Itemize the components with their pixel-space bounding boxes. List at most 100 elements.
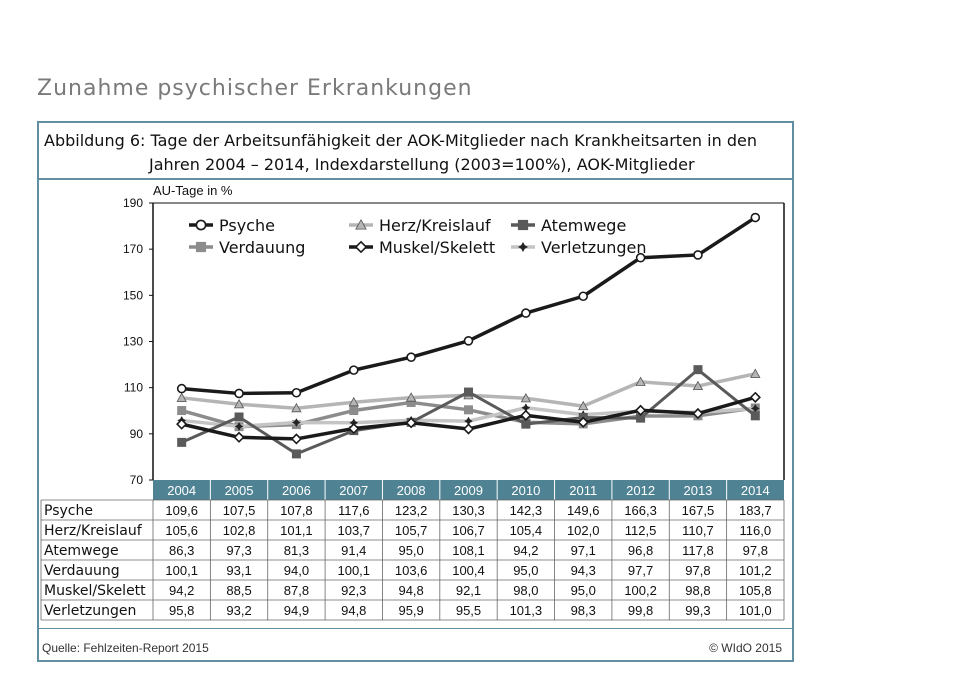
table-cell-value: 94,2 (169, 583, 194, 598)
table-cell-value: 100,4 (452, 563, 485, 578)
table-cell-value: 101,3 (510, 603, 543, 618)
table-row-label: Herz/Kreislauf (44, 523, 143, 539)
data-point (750, 212, 761, 223)
data-point (693, 365, 703, 375)
legend-label: Verdauung (219, 238, 305, 257)
data-point (578, 291, 589, 302)
table-cell-value: 103,6 (395, 563, 428, 578)
data-point (578, 400, 589, 411)
table-cell-value: 105,4 (510, 523, 543, 538)
data-point (577, 416, 589, 428)
table-row-label: Psyche (44, 503, 93, 519)
data-point (233, 398, 245, 409)
table-cell-value: 183,7 (739, 503, 772, 518)
table-cell-value: 94,8 (398, 583, 423, 598)
slide-title: Zunahme psychischer Erkrankungen (37, 76, 473, 101)
data-point (234, 388, 244, 399)
data-point (348, 422, 360, 435)
x-tick-label: 2004 (167, 483, 196, 498)
data-point (464, 387, 473, 397)
data-point (177, 437, 187, 447)
legend-label: Verletzungen (541, 238, 647, 257)
table-cell-value: 95,5 (456, 603, 481, 618)
table-cell-value: 91,4 (341, 543, 366, 558)
x-tick-label: 2014 (741, 483, 770, 498)
legend-marker (355, 219, 367, 230)
data-point (520, 392, 532, 403)
table-row-label: Muskel/Skelett (44, 583, 146, 599)
data-point (233, 431, 245, 443)
table-cell-value: 98,0 (513, 583, 538, 598)
table-cell-value: 94,3 (571, 563, 596, 578)
x-tick-label: 2006 (282, 483, 311, 498)
table-cell-value: 98,8 (685, 583, 710, 598)
table-cell-value: 107,5 (223, 503, 256, 518)
table-cell-value: 107,8 (280, 503, 313, 518)
y-tick-label: 90 (130, 427, 144, 441)
table-cell-value: 101,2 (739, 563, 772, 578)
table-cell-value: 166,3 (624, 503, 657, 518)
table-cell-value: 95,9 (398, 603, 423, 618)
table-cell-value: 97,1 (571, 543, 596, 558)
data-point (348, 365, 359, 375)
figure-frame: Abbildung 6: Tage der Arbeitsunfähigkeit… (37, 121, 794, 662)
legend-marker (517, 241, 529, 253)
y-tick-label: 70 (130, 473, 144, 487)
y-tick-label: 170 (123, 242, 143, 256)
table-cell-value: 108,1 (452, 543, 485, 558)
table-cell-value: 97,7 (628, 563, 653, 578)
table-cell-value: 94,8 (341, 603, 366, 618)
legend-marker (195, 219, 207, 231)
data-point (291, 449, 301, 459)
data-point (290, 433, 303, 445)
table-cell-value: 117,8 (682, 543, 714, 558)
table-cell-value: 149,6 (567, 503, 600, 518)
caption-line-1: Abbildung 6: Tage der Arbeitsunfähigkeit… (44, 131, 757, 150)
legend-marker (195, 241, 207, 253)
table-cell-value: 105,7 (395, 523, 428, 538)
table-cell-value: 100,1 (337, 563, 370, 578)
data-point (692, 380, 704, 391)
table-cell-value: 123,2 (395, 503, 428, 518)
table-cell-value: 100,1 (165, 563, 198, 578)
table-cell-value: 81,3 (284, 543, 309, 558)
legend-label: Muskel/Skelett (379, 238, 495, 257)
table-cell-value: 101,0 (739, 603, 772, 618)
table-cell-value: 95,0 (513, 563, 538, 578)
table-cell-value: 94,0 (284, 563, 309, 578)
legend-label: Herz/Kreislauf (379, 216, 491, 235)
data-point (692, 407, 704, 420)
data-point (405, 392, 417, 402)
data-point (177, 406, 187, 416)
table-row-label: Verdauung (44, 563, 120, 579)
data-point (405, 417, 417, 429)
table-cell-value: 94,9 (284, 603, 309, 618)
x-tick-label: 2013 (683, 483, 712, 498)
source-note: Quelle: Fehlzeiten-Report 2015 (42, 641, 209, 655)
figure-caption: Abbildung 6: Tage der Arbeitsunfähigkeit… (44, 129, 757, 177)
data-point (291, 417, 301, 428)
y-axis-label: AU-Tage in % (153, 183, 233, 198)
table-cell-value: 117,6 (338, 503, 370, 518)
line-chart: 70 90 110 130 150 170 190 AU-Tage in % Psyche Her… (40, 183, 785, 621)
data-point (234, 412, 244, 422)
table-cell-value: 112,5 (625, 523, 657, 538)
table-cell-value: 97,8 (685, 563, 710, 578)
data-point (635, 376, 646, 386)
data-point (406, 352, 416, 362)
data-point (520, 409, 532, 421)
data-point (750, 411, 760, 421)
table-cell-value: 106,7 (452, 523, 485, 538)
data-point (750, 368, 761, 378)
caption-line-2: Jahren 2004 – 2014, Indexdarstellung (20… (149, 155, 695, 174)
data-point (634, 404, 647, 416)
x-tick-label: 2011 (569, 483, 597, 498)
x-tick-label: 2007 (339, 483, 368, 498)
table-cell-value: 97,3 (226, 543, 251, 558)
data-point (348, 396, 359, 407)
table-cell-value: 97,8 (743, 543, 768, 558)
y-tick-label: 150 (123, 288, 143, 302)
table-cell-value: 102,8 (223, 523, 256, 538)
x-tick-label: 2008 (397, 483, 426, 498)
x-tick-label: 2010 (511, 483, 540, 498)
